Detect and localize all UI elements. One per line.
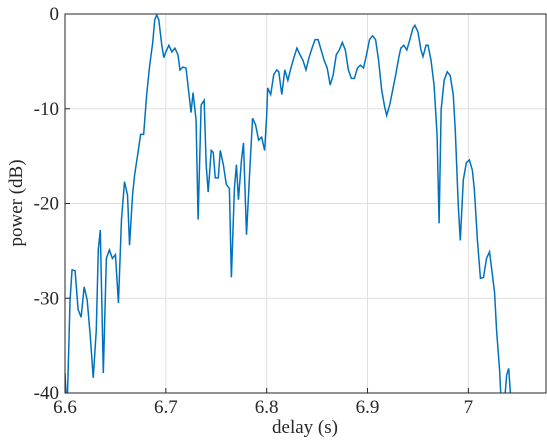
- y-tick-label: -40: [34, 383, 59, 404]
- x-tick-label: 6.8: [255, 397, 279, 418]
- y-axis-label: power (dB): [6, 159, 27, 246]
- y-tick-label: -30: [34, 288, 59, 309]
- x-tick-label: 6.7: [154, 397, 178, 418]
- x-tick-label: 6.6: [53, 397, 77, 418]
- y-tick-label: -10: [34, 99, 59, 120]
- y-tick-label: 0: [50, 4, 60, 25]
- x-tick-label: 7: [464, 397, 474, 418]
- x-tick-label: 6.9: [356, 397, 380, 418]
- y-tick-label: -20: [34, 194, 59, 215]
- data-line: [65, 14, 512, 393]
- x-axis-label: delay (s): [272, 417, 338, 438]
